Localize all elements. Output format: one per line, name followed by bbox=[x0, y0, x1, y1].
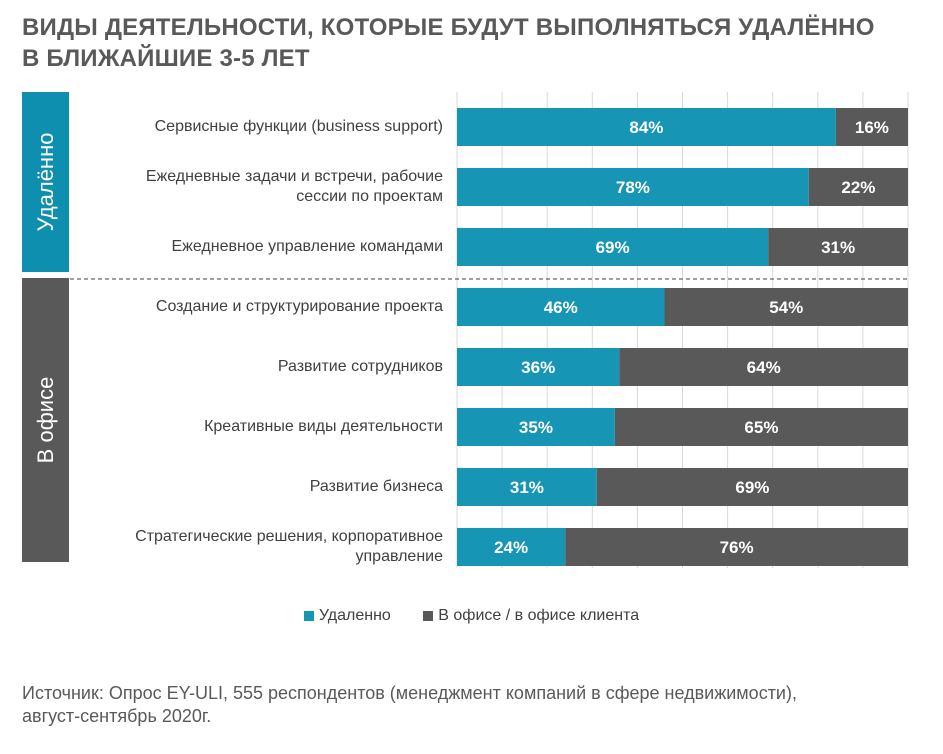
data-label: 31% bbox=[821, 238, 855, 257]
legend-swatch-remote bbox=[303, 611, 314, 621]
category-label: Стратегические решения, корпоративное упр… bbox=[23, 527, 443, 567]
category-label-line: Ежедневные задачи и встречи, рабочие bbox=[145, 168, 443, 185]
bar-remote bbox=[457, 168, 809, 206]
chart-title-line-2: В БЛИЖАЙШИЕ 3-5 ЛЕТ bbox=[22, 45, 310, 72]
group-panel-remote: Удалённо bbox=[22, 92, 69, 272]
bar-office bbox=[614, 408, 908, 446]
source-note: Источник: Опрос EY-ULI, 555 респондентов… bbox=[22, 682, 932, 728]
category-label: Сервисные функции (business support) bbox=[23, 117, 443, 137]
legend-label-office: В офисе / в офисе клиента bbox=[438, 607, 640, 624]
data-label: 36% bbox=[521, 358, 555, 377]
data-label: 24% bbox=[494, 538, 528, 557]
category-label-line: Стратегические решения, корпоративное bbox=[135, 528, 443, 545]
bar-office bbox=[664, 288, 908, 326]
bar-remote bbox=[457, 408, 615, 446]
category-label-line: сессии по проектам bbox=[296, 188, 443, 205]
source-line-1: Источник: Опрос EY-ULI, 555 респондентов… bbox=[22, 683, 797, 703]
bar-office bbox=[768, 228, 908, 266]
bar-remote bbox=[457, 108, 836, 146]
category-label: Ежедневные задачи и встречи, рабочие сесс… bbox=[23, 167, 443, 207]
data-label: 64% bbox=[747, 358, 781, 377]
category-label-line: Развитие сотрудников bbox=[277, 358, 443, 375]
bar-office bbox=[596, 468, 908, 506]
category-label-line: Сервисные функции (business support) bbox=[154, 118, 443, 135]
category-label-line: Создание и структурирование проекта bbox=[155, 298, 443, 315]
bar-office bbox=[835, 108, 908, 146]
data-label: 46% bbox=[544, 298, 578, 317]
legend: Удаленно В офисе / в офисе клиента bbox=[0, 607, 943, 626]
category-label-line: управление bbox=[355, 548, 444, 565]
data-label: 54% bbox=[769, 298, 803, 317]
chart-title-line-1: ВИДЫ ДЕЯТЕЛЬНОСТИ, КОТОРЫЕ БУДУТ ВЫПОЛНЯ… bbox=[22, 14, 875, 41]
bar-remote bbox=[457, 288, 665, 326]
category-label: Развитие сотрудников bbox=[23, 357, 443, 377]
data-label: 35% bbox=[519, 418, 553, 437]
bar-remote bbox=[457, 528, 566, 566]
data-label: 78% bbox=[616, 178, 650, 197]
category-label: Создание и структурирование проекта bbox=[23, 297, 443, 317]
chart-title: ВИДЫ ДЕЯТЕЛЬНОСТИ, КОТОРЫЕ БУДУТ ВЫПОЛНЯ… bbox=[22, 12, 922, 74]
category-label-line: Ежедневное управление командами bbox=[171, 238, 444, 255]
group-panel-office: В офисе bbox=[22, 278, 69, 562]
bar-office bbox=[808, 168, 908, 206]
data-label: 69% bbox=[735, 478, 769, 497]
data-label: 31% bbox=[510, 478, 544, 497]
legend-label-remote: Удаленно bbox=[318, 607, 391, 624]
data-label: 84% bbox=[629, 118, 663, 137]
legend-swatch-office bbox=[423, 611, 434, 621]
bar-office bbox=[565, 528, 908, 566]
data-label: 16% bbox=[855, 118, 889, 137]
data-label: 22% bbox=[841, 178, 875, 197]
legend-item-office: В офисе / в офисе клиента bbox=[423, 607, 639, 625]
legend-item-remote: Удаленно bbox=[303, 607, 391, 625]
bar-remote bbox=[457, 468, 597, 506]
category-label: Ежедневное управление командами bbox=[23, 237, 444, 257]
data-label: 65% bbox=[744, 418, 778, 437]
bar-office bbox=[619, 348, 908, 386]
category-label-line: Креативные виды деятельности bbox=[204, 418, 443, 435]
bar-remote bbox=[457, 228, 769, 266]
data-label: 76% bbox=[720, 538, 754, 557]
data-label: 69% bbox=[596, 238, 630, 257]
category-label: Креативные виды деятельности bbox=[23, 417, 443, 437]
bar-remote bbox=[457, 348, 620, 386]
category-label: Развитие бизнеса bbox=[23, 477, 443, 497]
source-line-2: август-сентябрь 2020г. bbox=[22, 706, 212, 726]
category-label-line: Развитие бизнеса bbox=[309, 478, 443, 495]
